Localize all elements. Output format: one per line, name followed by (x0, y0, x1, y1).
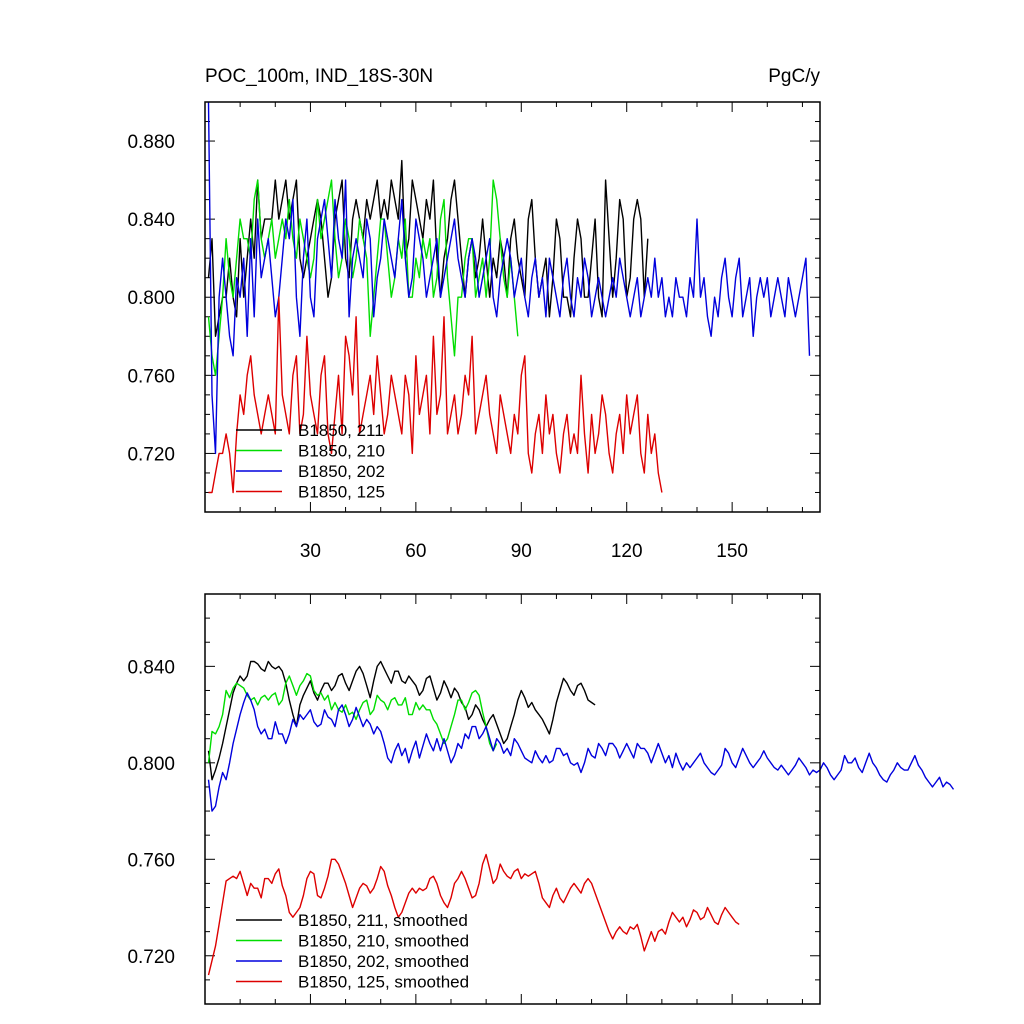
bottom-panel: 0.720 0.760 0.800 0.840 B1850, 211, smoothe… (127, 593, 955, 1005)
legend-label-1: B1850, 210, smoothed (298, 932, 469, 951)
y-tick-label: 0.840 (127, 210, 175, 231)
y-tick-label: 0.720 (127, 947, 175, 968)
series-line-0 (207, 159, 649, 337)
legend-label-0: B1850, 211 (298, 421, 384, 440)
x-tick-label: 150 (716, 541, 748, 562)
legend-label-2: B1850, 202, smoothed (298, 952, 469, 971)
series-line-1 (207, 672, 498, 763)
legend-label-2: B1850, 202 (298, 462, 385, 481)
top-panel: POC_100m, IND_18S-30N PgC/y 30 60 90 120 150… (127, 66, 821, 562)
y-tick-label: 0.760 (127, 366, 175, 387)
bottom-plot-frame (204, 593, 821, 1005)
x-tick-label: 30 (300, 541, 321, 562)
bottom-legend: B1850, 211, smoothed B1850, 210, smoothed… (236, 911, 469, 992)
top-plot-frame (204, 101, 821, 513)
units-label: PgC/y (768, 66, 820, 87)
y-tick-label: 0.840 (127, 657, 175, 678)
x-tick-label: 90 (511, 541, 532, 562)
x-tick-label: 120 (611, 541, 643, 562)
series-line-0 (207, 660, 596, 781)
y-tick-label: 0.720 (127, 444, 175, 465)
y-tick-label: 0.880 (127, 132, 175, 153)
chart-title: POC_100m, IND_18S-30N (205, 66, 433, 87)
legend-label-0: B1850, 211, smoothed (298, 911, 468, 930)
y-tick-label: 0.800 (127, 288, 175, 309)
legend-label-1: B1850, 210 (298, 442, 385, 461)
series-line-2 (207, 692, 955, 812)
legend-label-3: B1850, 125, smoothed (298, 973, 469, 992)
series-line-3 (207, 853, 740, 976)
series-line-3 (208, 296, 663, 494)
y-tick-label: 0.800 (127, 754, 175, 775)
legend-label-3: B1850, 125 (298, 483, 385, 502)
series-line-2 (207, 101, 811, 455)
x-tick-label: 60 (405, 541, 426, 562)
series-line-1 (207, 179, 519, 376)
y-tick-label: 0.760 (127, 850, 175, 871)
